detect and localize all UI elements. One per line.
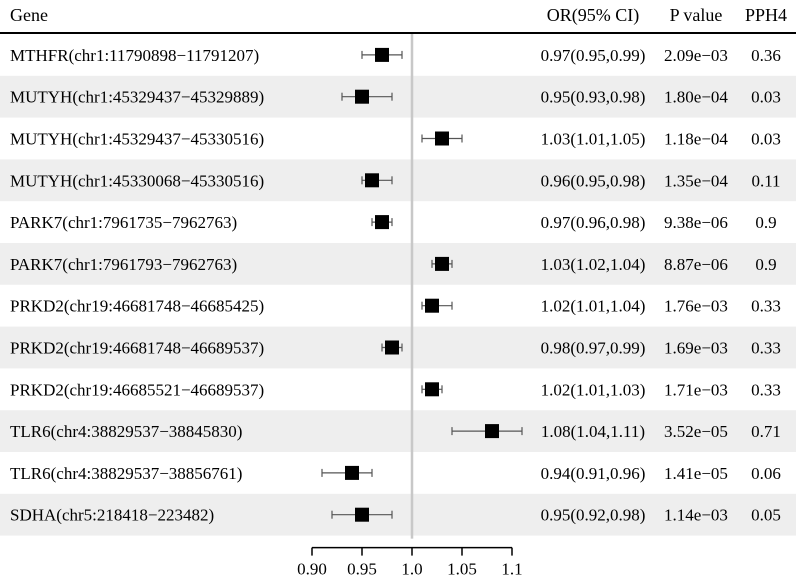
header-pph4: PPH4 [745, 5, 787, 25]
gene-label: PARK7(chr1:7961793−7962763) [10, 255, 237, 274]
pph4-value: 0.33 [751, 339, 781, 358]
or-marker [365, 173, 379, 188]
table-header: Gene OR(95% CI) P value PPH4 [10, 5, 787, 26]
table-row: PARK7(chr1:7961793−7962763) 1.03(1.02,1.0… [10, 255, 777, 274]
pph4-value: 0.03 [751, 130, 781, 149]
row-stripe [0, 410, 796, 452]
p-value: 1.80e−04 [664, 88, 728, 107]
axis-tick-label: 1.0 [401, 560, 422, 576]
gene-label: TLR6(chr4:38829537−38856761) [10, 464, 242, 483]
or-marker [375, 47, 389, 62]
pph4-value: 0.33 [751, 297, 781, 316]
row-stripe [0, 243, 796, 285]
p-value: 1.69e−03 [664, 339, 728, 358]
table-rows: MTHFR(chr1:11790898−11791207) 0.97(0.95,0… [10, 46, 781, 525]
pph4-value: 0.05 [751, 506, 781, 525]
table-row: MUTYH(chr1:45330068−45330516) 0.96(0.95,0… [10, 171, 781, 190]
table-row: PRKD2(chr19:46681748−46689537) 0.98(0.97,… [10, 339, 781, 358]
axis-tick-label: 1.05 [447, 560, 477, 576]
gene-label: PRKD2(chr19:46681748−46685425) [10, 297, 264, 316]
or-ci-value: 0.97(0.95,0.99) [541, 46, 646, 65]
header-p-value: P value [670, 5, 723, 25]
p-value: 1.18e−04 [664, 130, 728, 149]
or-marker [435, 131, 449, 146]
gene-label: SDHA(chr5:218418−223482) [10, 506, 214, 525]
row-stripes [0, 75, 796, 536]
or-marker [425, 382, 439, 397]
or-ci-value: 0.97(0.96,0.98) [541, 213, 646, 232]
or-marker [345, 465, 359, 480]
pph4-value: 0.33 [751, 380, 781, 399]
or-marker [385, 340, 399, 355]
or-ci-value: 1.02(1.01,1.03) [541, 380, 646, 399]
p-value: 8.87e−06 [664, 255, 728, 274]
gene-label: MUTYH(chr1:45330068−45330516) [10, 171, 264, 190]
table-row: PRKD2(chr19:46681748−46685425) 1.02(1.01,… [10, 297, 781, 316]
x-axis: 0.90 0.95 1.0 1.05 1.1 [297, 546, 523, 576]
or-marker [435, 256, 449, 271]
row-stripe [0, 493, 796, 536]
table-row: TLR6(chr4:38829537−38845830) 1.08(1.04,1.… [10, 422, 781, 441]
row-stripe [0, 159, 796, 202]
axis-tick-label: 1.1 [501, 560, 522, 576]
pph4-value: 0.03 [751, 88, 781, 107]
header-gene: Gene [10, 5, 48, 25]
or-ci-value: 0.95(0.93,0.98) [541, 88, 646, 107]
gene-label: PRKD2(chr19:46685521−46689537) [10, 380, 264, 399]
pph4-value: 0.11 [751, 171, 780, 190]
gene-label: PARK7(chr1:7961735−7962763) [10, 213, 237, 232]
gene-label: MUTYH(chr1:45329437−45329889) [10, 88, 264, 107]
or-marker [355, 89, 369, 104]
table-row: PRKD2(chr19:46685521−46689537) 1.02(1.01,… [10, 380, 781, 399]
header-or-ci: OR(95% CI) [547, 5, 640, 26]
or-ci-value: 1.02(1.01,1.04) [541, 297, 646, 316]
pph4-value: 0.9 [755, 213, 776, 232]
or-ci-value: 0.94(0.91,0.96) [541, 464, 646, 483]
or-marker [355, 507, 369, 522]
p-value: 3.52e−05 [664, 422, 728, 441]
or-ci-value: 1.08(1.04,1.11) [541, 422, 645, 441]
or-ci-value: 0.95(0.92,0.98) [541, 506, 646, 525]
pph4-value: 0.9 [755, 255, 776, 274]
row-stripe [0, 75, 796, 118]
table-row: TLR6(chr4:38829537−38856761) 0.94(0.91,0.… [10, 464, 781, 483]
or-ci-value: 0.96(0.95,0.98) [541, 171, 646, 190]
gene-label: TLR6(chr4:38829537−38845830) [10, 422, 242, 441]
table-row: MUTYH(chr1:45329437−45329889) 0.95(0.93,0… [10, 88, 781, 107]
table-row: SDHA(chr5:218418−223482) 0.95(0.92,0.98) 1… [10, 506, 781, 525]
gene-label: MTHFR(chr1:11790898−11791207) [10, 46, 259, 65]
axis-tick-label: 0.90 [297, 560, 327, 576]
p-value: 1.14e−03 [664, 506, 728, 525]
axis-tick-label: 0.95 [347, 560, 377, 576]
p-value: 2.09e−03 [664, 46, 728, 65]
pph4-value: 0.36 [751, 46, 781, 65]
or-marker [375, 215, 389, 230]
table-row: PARK7(chr1:7961735−7962763) 0.97(0.96,0.9… [10, 213, 777, 232]
or-marker [485, 424, 499, 439]
table-row: MUTYH(chr1:45329437−45330516) 1.03(1.01,1… [10, 130, 781, 149]
p-value: 9.38e−06 [664, 213, 728, 232]
or-ci-value: 1.03(1.02,1.04) [541, 255, 646, 274]
p-value: 1.35e−04 [664, 171, 728, 190]
p-value: 1.76e−03 [664, 297, 728, 316]
gene-label: PRKD2(chr19:46681748−46689537) [10, 339, 264, 358]
table-row: MTHFR(chr1:11790898−11791207) 0.97(0.95,0… [10, 46, 781, 65]
p-value: 1.41e−05 [664, 464, 728, 483]
gene-label: MUTYH(chr1:45329437−45330516) [10, 130, 264, 149]
pph4-value: 0.71 [751, 422, 781, 441]
or-ci-value: 1.03(1.01,1.05) [541, 130, 646, 149]
or-ci-value: 0.98(0.97,0.99) [541, 339, 646, 358]
or-marker [425, 298, 439, 313]
p-value: 1.71e−03 [664, 380, 728, 399]
pph4-value: 0.06 [751, 464, 781, 483]
